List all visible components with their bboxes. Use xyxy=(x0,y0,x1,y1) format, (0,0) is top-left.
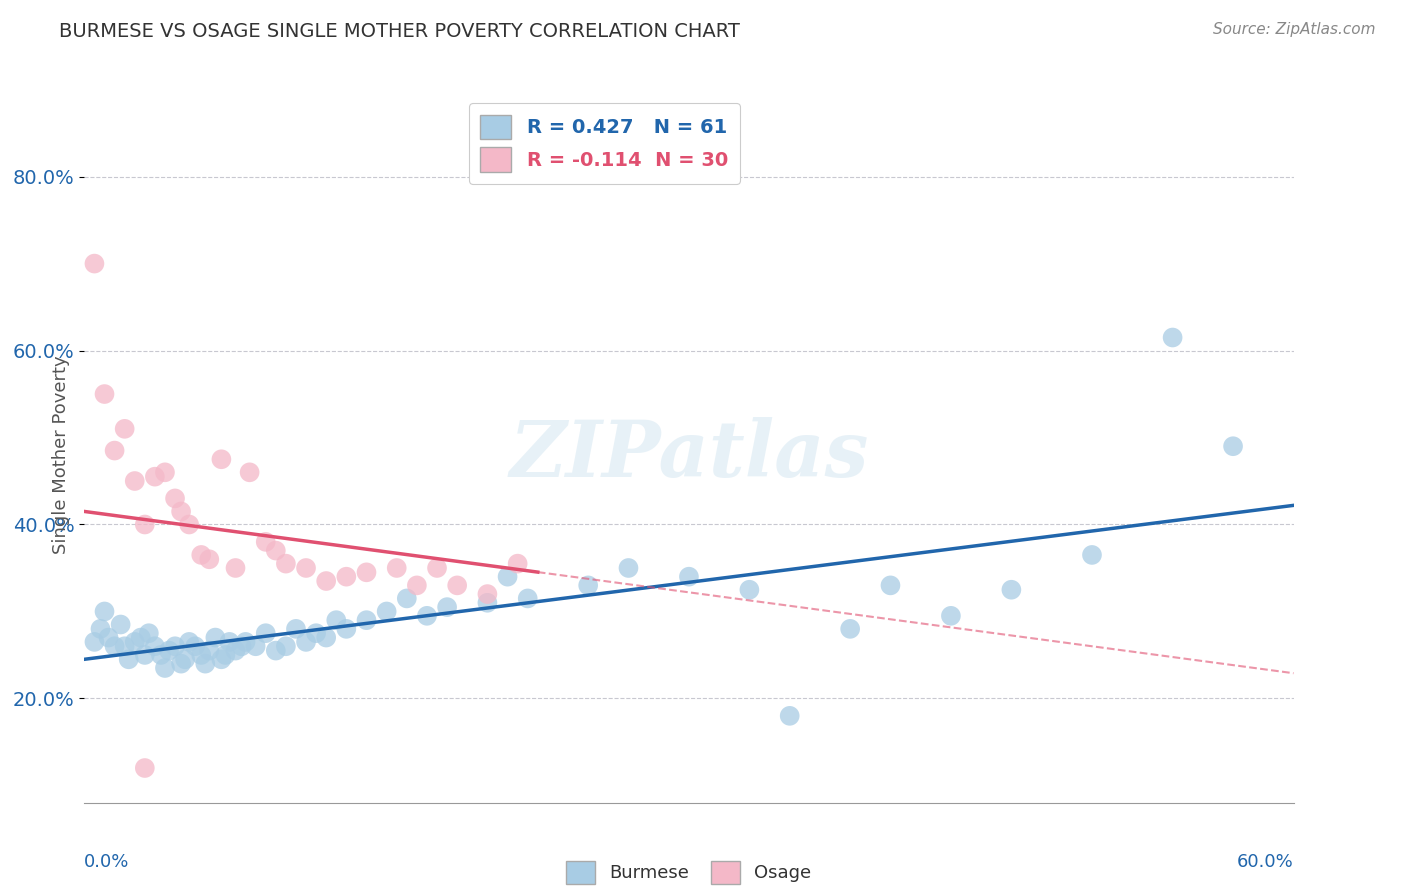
Point xyxy=(218,635,240,649)
Point xyxy=(356,566,378,580)
Point xyxy=(170,657,193,671)
Point xyxy=(93,605,115,619)
Point xyxy=(285,622,308,636)
Point xyxy=(516,591,538,606)
Point xyxy=(93,387,115,401)
Point xyxy=(89,622,111,636)
Point xyxy=(395,591,418,606)
Point xyxy=(1222,439,1244,453)
Point xyxy=(254,626,277,640)
Point xyxy=(375,605,398,619)
Point xyxy=(198,643,221,657)
Point xyxy=(184,639,207,653)
Point xyxy=(264,543,287,558)
Point xyxy=(406,578,429,592)
Point xyxy=(179,635,201,649)
Point xyxy=(118,652,141,666)
Point xyxy=(839,622,862,636)
Legend: Burmese, Osage: Burmese, Osage xyxy=(560,854,818,891)
Point xyxy=(134,648,156,662)
Point xyxy=(576,578,599,592)
Point xyxy=(114,639,136,653)
Text: Source: ZipAtlas.com: Source: ZipAtlas.com xyxy=(1212,22,1375,37)
Point xyxy=(179,517,201,532)
Point xyxy=(335,622,357,636)
Point xyxy=(143,469,166,483)
Point xyxy=(245,639,267,653)
Point xyxy=(225,643,247,657)
Point xyxy=(225,561,247,575)
Point xyxy=(416,608,439,623)
Point xyxy=(738,582,761,597)
Point xyxy=(129,631,152,645)
Point xyxy=(204,631,226,645)
Point xyxy=(138,626,160,640)
Point xyxy=(264,643,287,657)
Point xyxy=(678,570,700,584)
Point xyxy=(295,635,318,649)
Point xyxy=(209,652,232,666)
Point xyxy=(274,639,297,653)
Point xyxy=(190,648,212,662)
Point xyxy=(165,491,187,506)
Point xyxy=(83,635,105,649)
Text: BURMESE VS OSAGE SINGLE MOTHER POVERTY CORRELATION CHART: BURMESE VS OSAGE SINGLE MOTHER POVERTY C… xyxy=(59,22,740,41)
Point xyxy=(315,574,337,588)
Point xyxy=(436,600,458,615)
Point xyxy=(426,561,449,575)
Point xyxy=(97,631,120,645)
Point xyxy=(305,626,328,640)
Point xyxy=(254,534,277,549)
Point xyxy=(617,561,640,575)
Point xyxy=(477,596,499,610)
Point xyxy=(124,474,146,488)
Point xyxy=(209,452,232,467)
Point xyxy=(194,657,217,671)
Point xyxy=(295,561,318,575)
Point xyxy=(134,761,156,775)
Point xyxy=(496,570,519,584)
Point xyxy=(239,466,262,480)
Point xyxy=(83,257,105,271)
Point xyxy=(190,548,212,562)
Point xyxy=(779,708,801,723)
Point xyxy=(506,557,529,571)
Point xyxy=(879,578,901,592)
Point xyxy=(235,635,257,649)
Point xyxy=(134,517,156,532)
Point xyxy=(335,570,357,584)
Point xyxy=(939,608,962,623)
Point xyxy=(143,639,166,653)
Text: ZIPatlas: ZIPatlas xyxy=(509,417,869,493)
Y-axis label: Single Mother Poverty: Single Mother Poverty xyxy=(52,356,70,554)
Point xyxy=(477,587,499,601)
Point xyxy=(110,617,132,632)
Point xyxy=(153,466,176,480)
Point xyxy=(174,652,197,666)
Point xyxy=(325,613,347,627)
Point xyxy=(114,422,136,436)
Point xyxy=(170,504,193,518)
Point xyxy=(104,639,127,653)
Text: 0.0%: 0.0% xyxy=(84,854,129,871)
Point xyxy=(165,639,187,653)
Point xyxy=(1081,548,1104,562)
Text: 60.0%: 60.0% xyxy=(1237,854,1294,871)
Point xyxy=(157,643,180,657)
Point xyxy=(274,557,297,571)
Point xyxy=(1161,330,1184,344)
Point xyxy=(153,661,176,675)
Point xyxy=(1000,582,1022,597)
Point xyxy=(214,648,236,662)
Point xyxy=(124,635,146,649)
Point xyxy=(198,552,221,566)
Point xyxy=(231,639,253,653)
Point xyxy=(446,578,468,592)
Point xyxy=(356,613,378,627)
Point xyxy=(385,561,408,575)
Point xyxy=(104,443,127,458)
Point xyxy=(149,648,172,662)
Point xyxy=(315,631,337,645)
